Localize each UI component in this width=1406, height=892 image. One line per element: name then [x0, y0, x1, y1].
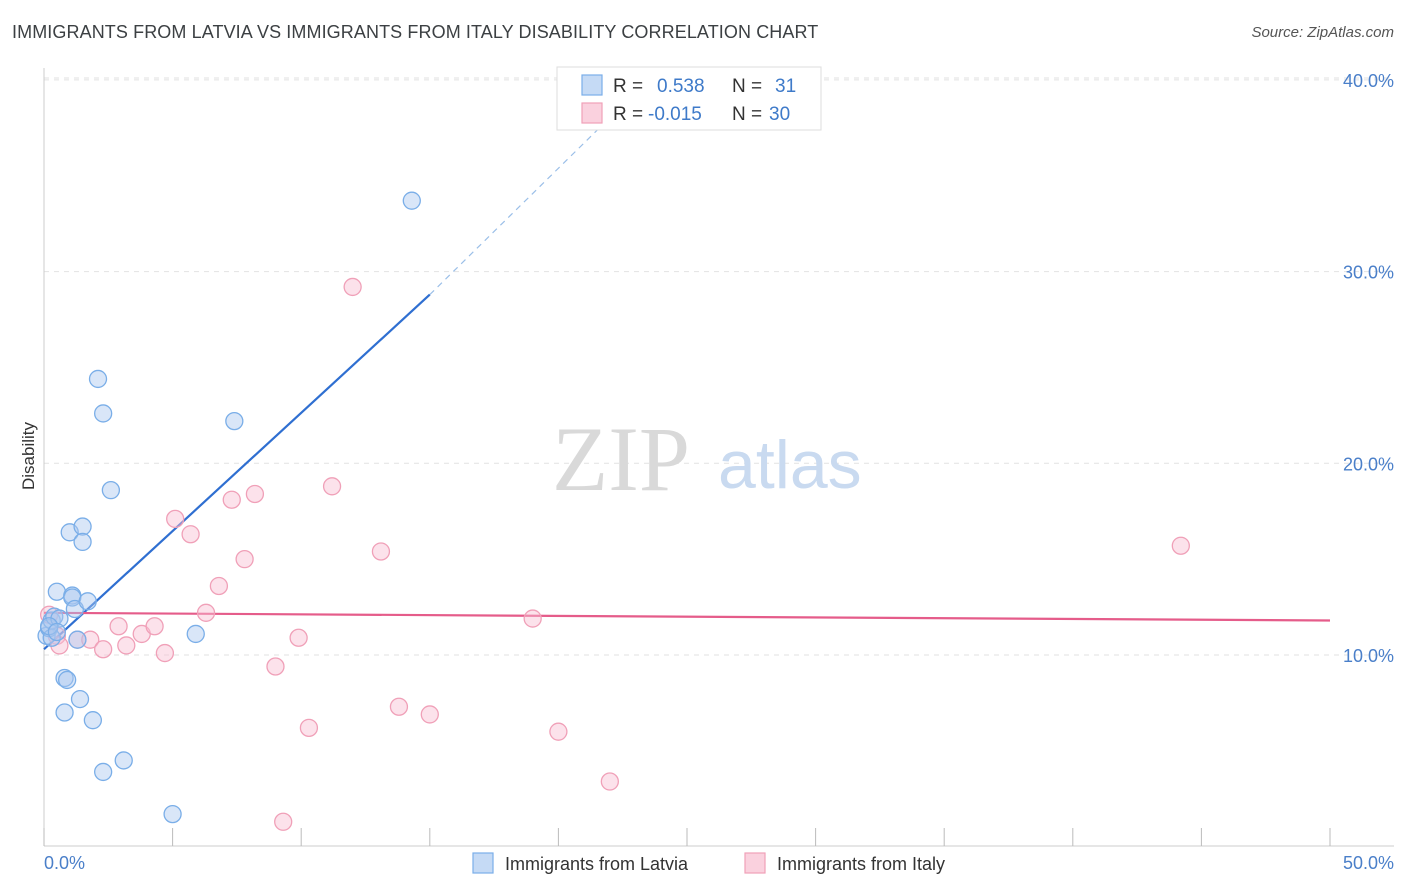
point-latvia-26 — [186, 624, 205, 644]
point-latvia-27 — [225, 411, 244, 431]
point-italy-28 — [549, 722, 568, 741]
watermark: ZIP atlas — [552, 408, 862, 510]
point-italy-19 — [274, 812, 293, 831]
point-italy-14 — [209, 576, 229, 596]
point-latvia-5 — [47, 582, 67, 601]
point-italy-26 — [420, 705, 439, 724]
point-italy-24 — [371, 542, 391, 561]
point-italy-9 — [145, 617, 164, 636]
point-latvia-21 — [94, 762, 113, 782]
trend-line-italy — [43, 611, 1331, 622]
axes — [43, 68, 1394, 847]
point-italy-13 — [196, 603, 216, 622]
point-italy-25 — [389, 697, 409, 716]
point-latvia-9 — [57, 670, 77, 690]
grid — [44, 77, 1394, 656]
bottom-legend-label-italy: Immigrants from Italy — [777, 854, 945, 874]
point-latvia-22 — [94, 404, 113, 423]
y-tick-label-3: 40.0% — [1343, 71, 1394, 91]
point-italy-11 — [166, 509, 185, 529]
point-italy-10 — [155, 643, 175, 663]
point-italy-23 — [343, 277, 362, 297]
point-latvia-7 — [55, 668, 74, 688]
point-italy-2 — [50, 636, 69, 655]
point-italy-5 — [94, 640, 113, 659]
point-latvia-30 — [47, 622, 67, 642]
point-latvia-25 — [163, 804, 182, 824]
point-italy-16 — [235, 550, 254, 569]
legend-r-label-latvia: R = — [613, 76, 643, 97]
point-latvia-23 — [101, 480, 121, 500]
point-italy-29 — [600, 772, 619, 791]
legend-n-value-italy: 30 — [769, 104, 790, 125]
chart-title: IMMIGRANTS FROM LATVIA VS IMMIGRANTS FRO… — [12, 22, 819, 42]
point-latvia-24 — [114, 751, 133, 770]
point-latvia-15 — [70, 689, 90, 709]
point-latvia-16 — [73, 517, 92, 536]
legend-n-label-italy: N = — [732, 104, 762, 125]
legend-r-value-italy: -0.015 — [648, 104, 702, 125]
watermark-zip: ZIP — [552, 408, 690, 510]
bottom-legend-label-latvia: Immigrants from Latvia — [505, 854, 689, 874]
point-latvia-19 — [83, 711, 103, 730]
y-tick-label-2: 30.0% — [1343, 263, 1394, 283]
point-italy-21 — [299, 718, 319, 737]
bottom-legend-swatch-latvia — [472, 852, 494, 874]
trend-line-latvia — [43, 293, 431, 651]
point-italy-6 — [109, 617, 128, 636]
legend-n-label-latvia: N = — [732, 76, 762, 97]
point-italy-22 — [322, 477, 342, 496]
point-italy-20 — [289, 628, 308, 647]
point-latvia-14 — [68, 630, 87, 649]
watermark-atlas: atlas — [718, 427, 862, 503]
legend-swatch-latvia — [581, 74, 603, 96]
x-tick-labels: 0.0% 50.0% — [44, 853, 1394, 873]
point-italy-18 — [266, 657, 285, 676]
legend-n-value-latvia: 31 — [775, 76, 796, 97]
data-points — [37, 191, 1190, 831]
y-tick-label-1: 20.0% — [1343, 454, 1394, 474]
point-italy-27 — [523, 609, 542, 628]
y-axis-label: Disability — [19, 421, 38, 490]
point-latvia-20 — [88, 369, 108, 389]
source-label: Source: ZipAtlas.com — [1251, 24, 1394, 41]
point-italy-4 — [81, 630, 100, 649]
legend-swatch-italy — [581, 102, 603, 124]
point-italy-15 — [222, 490, 241, 509]
y-tick-label-0: 10.0% — [1343, 646, 1394, 666]
point-italy-30 — [1171, 536, 1190, 555]
point-latvia-17 — [73, 532, 92, 552]
legend-r-value-latvia: 0.538 — [657, 76, 705, 97]
point-latvia-28 — [402, 191, 421, 210]
legend-r-label-italy: R = — [613, 104, 643, 125]
point-latvia-8 — [55, 703, 74, 722]
y-tick-labels: 10.0% 20.0% 30.0% 40.0% — [1343, 71, 1394, 666]
point-italy-12 — [181, 525, 200, 544]
point-italy-7 — [117, 636, 136, 655]
point-italy-17 — [245, 484, 265, 504]
point-latvia-18 — [78, 592, 97, 611]
correlation-legend: R = 0.538 N = 31 R = -0.015 N = 30 — [556, 66, 822, 131]
x-tick-label-max: 50.0% — [1343, 853, 1394, 873]
series-legend: Immigrants from Latvia Immigrants from I… — [472, 852, 945, 874]
x-tick-label-min: 0.0% — [44, 853, 85, 873]
bottom-legend-swatch-italy — [744, 852, 766, 874]
